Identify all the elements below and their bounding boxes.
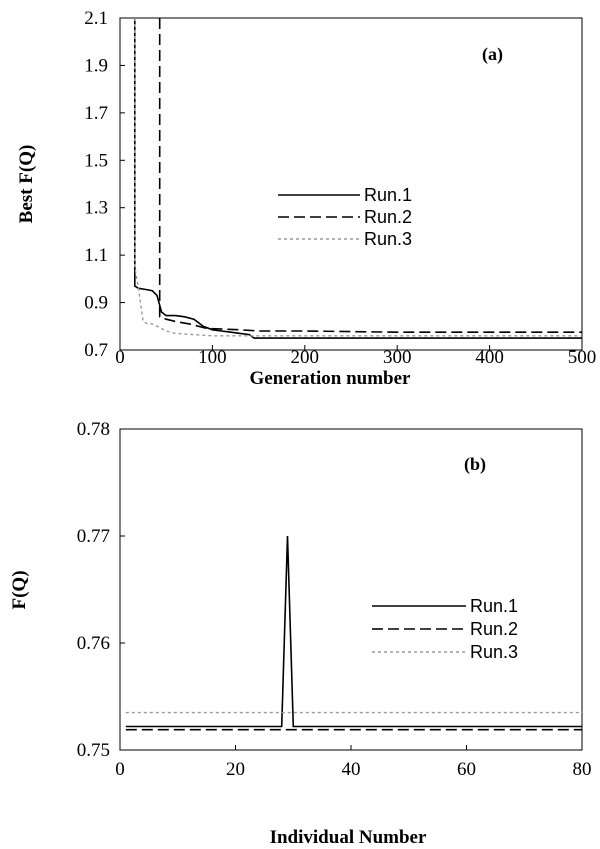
x-axis-label-a: Generation number <box>250 368 412 389</box>
plot-area-frame-a <box>119 17 583 351</box>
legend-label: Run.1 <box>364 185 412 205</box>
y-tick-label: 0.76 <box>77 633 110 654</box>
y-ticks-a: 0.7 0.9 1.1 1.3 1.5 1.7 1.9 2.1 <box>84 8 125 361</box>
y-tick-label: 1.3 <box>84 198 108 219</box>
y-ticks-b: 0.75 0.76 0.77 0.78 <box>77 419 125 761</box>
y-tick-label: 0.77 <box>77 526 110 547</box>
x-tick-label: 100 <box>198 347 227 368</box>
y-tick-label: 1.5 <box>84 150 108 171</box>
series-line-a-3 <box>134 18 582 337</box>
panel-a: 0 100 200 300 400 500 0.7 0.9 1.1 1.3 1.5 1.7 1.9 2.… <box>16 8 596 389</box>
legend-label: Run.1 <box>470 596 518 616</box>
series-line-a-1 <box>134 18 582 339</box>
y-tick-label: 0.9 <box>84 293 108 314</box>
series-line-a-2 <box>158 18 582 334</box>
legend-label: Run.2 <box>470 619 518 639</box>
y-tick-label: 1.1 <box>84 245 108 266</box>
x-axis-label-b: Individual Number <box>270 827 427 848</box>
y-tick-label: 0.75 <box>77 740 110 761</box>
x-tick-label: 0 <box>115 759 125 780</box>
legend-label: Run.3 <box>470 642 518 662</box>
x-tick-label: 400 <box>475 347 504 368</box>
legend-label: Run.2 <box>364 207 412 227</box>
panel-b: 0 20 40 60 80 0.75 0.76 0.77 0.78 (b) Individua… <box>9 419 592 848</box>
y-axis-label-a: Best F(Q) <box>16 145 37 224</box>
x-tick-label: 40 <box>342 759 361 780</box>
x-tick-label: 500 <box>568 347 597 368</box>
x-tick-label: 80 <box>573 759 592 780</box>
y-tick-label: 2.1 <box>84 8 108 29</box>
x-ticks-b: 0 20 40 60 80 <box>115 745 592 780</box>
panel-label-a: (a) <box>482 44 503 65</box>
series-line-b-1 <box>125 535 582 728</box>
y-tick-label: 1.7 <box>84 103 108 124</box>
legend-b: Run.1 Run.2 Run.3 <box>372 596 518 662</box>
plot-area-frame-b <box>119 428 583 751</box>
x-tick-label: 0 <box>115 347 125 368</box>
y-tick-label: 0.78 <box>77 419 110 440</box>
x-tick-label: 20 <box>226 759 245 780</box>
y-tick-label: 0.7 <box>84 340 108 361</box>
x-tick-label: 300 <box>383 347 412 368</box>
y-axis-label-b: F(Q) <box>9 570 30 609</box>
series-layer-b <box>125 535 582 731</box>
legend-label: Run.3 <box>364 229 412 249</box>
panel-label-b: (b) <box>464 454 486 475</box>
y-tick-label: 1.9 <box>84 55 108 76</box>
x-tick-label: 60 <box>457 759 476 780</box>
x-tick-label: 200 <box>291 347 320 368</box>
x-ticks-a: 0 100 200 300 400 500 <box>115 345 596 368</box>
series-layer-a <box>134 18 582 339</box>
